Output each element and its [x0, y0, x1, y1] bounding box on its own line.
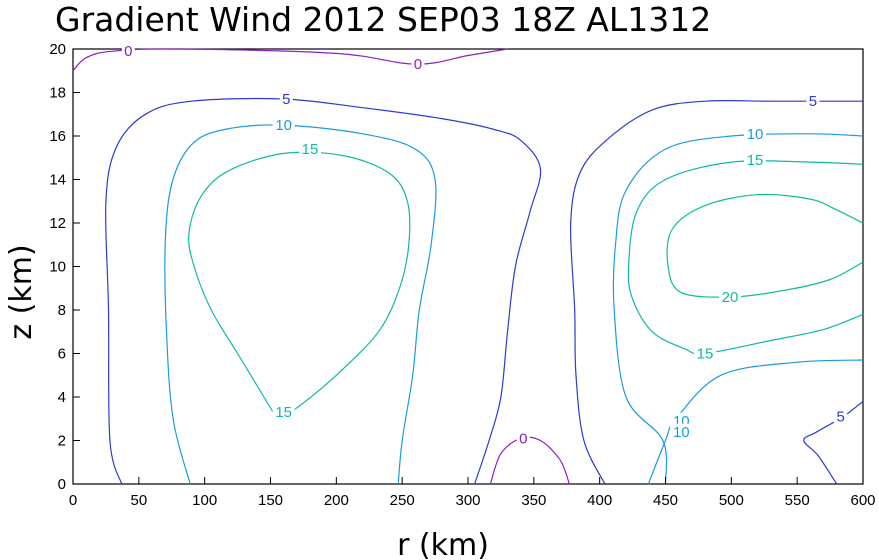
contour-line-0-0: [72, 48, 508, 72]
contour-line-15-8: [188, 151, 411, 420]
chart-title: Gradient Wind 2012 SEP03 18Z AL1312: [55, 0, 711, 39]
contour-line-5-3: [569, 99, 863, 485]
contour-label-bg-11: [744, 151, 767, 168]
x-tick-label-550: 550: [785, 492, 810, 509]
x-tick-label-600: 600: [850, 492, 875, 509]
y-axis-label: z (km): [4, 244, 39, 339]
x-axis-label: r (km): [397, 528, 489, 560]
contour-label-9: 10: [673, 424, 690, 441]
contour-label-13: 15: [697, 346, 714, 363]
y-tick-label-8: 8: [58, 302, 66, 319]
contour-lines: [72, 48, 864, 485]
contour-label-4: 5: [809, 93, 817, 110]
x-tick-label-50: 50: [130, 492, 147, 509]
contour-label-bg-13: [694, 345, 716, 362]
y-tick-label-20: 20: [49, 41, 66, 58]
x-tick-label-300: 300: [455, 492, 480, 509]
y-tick-label-18: 18: [49, 85, 66, 102]
y-tick-label-14: 14: [49, 172, 66, 189]
y-tick-label-2: 2: [58, 433, 66, 450]
contour-label-bg-2: [516, 430, 530, 447]
contour-label-bg-9: [670, 423, 693, 440]
contour-label-12: 15: [275, 404, 292, 421]
plot-frame: [72, 48, 864, 485]
contour-label-11: 15: [747, 152, 764, 169]
contour-label-10: 15: [302, 141, 319, 158]
y-tick-label-4: 4: [58, 389, 66, 406]
contour-label-bg-14: [719, 288, 742, 305]
contour-line-5-4: [803, 400, 864, 485]
y-tick-label-6: 6: [58, 346, 66, 363]
x-tick-label-500: 500: [719, 492, 744, 509]
x-tick-label-200: 200: [324, 492, 349, 509]
y-tick-label-12: 12: [49, 215, 66, 232]
contour-line-15-9: [627, 160, 864, 355]
x-tick-label-150: 150: [258, 492, 283, 509]
contour-line-0-1: [489, 436, 570, 485]
contour-label-0: 0: [124, 43, 132, 60]
x-tick-label-100: 100: [192, 492, 217, 509]
x-tick-label-250: 250: [390, 492, 415, 509]
contour-line-5-2: [105, 97, 542, 485]
x-axis: 0 50 100 150 200 250 300 350 400 450 500 550 600: [69, 477, 876, 509]
contour-line-10-7: [612, 133, 864, 485]
contour-label-bg-6: [272, 117, 295, 134]
contour-label-bg-1: [411, 56, 425, 73]
contour-label-bg-5: [834, 408, 848, 425]
y-tick-label-0: 0: [58, 476, 66, 493]
contour-label-14: 20: [722, 289, 739, 306]
x-tick-label-350: 350: [521, 492, 546, 509]
x-tick-label-450: 450: [653, 492, 678, 509]
y-tick-label-10: 10: [49, 259, 66, 276]
contour-line-10-6: [647, 359, 864, 485]
x-tick-label-0: 0: [69, 492, 77, 509]
contour-label-7: 10: [747, 126, 764, 143]
contour-label-bg-0: [121, 43, 135, 60]
contour-label-6: 10: [275, 117, 292, 134]
contour-label-bg-7: [744, 125, 767, 142]
contour-label-bg-3: [279, 91, 293, 108]
contour-label-bg-4: [806, 93, 820, 110]
contour-label-3: 5: [282, 91, 290, 108]
contour-line-10-5: [164, 124, 437, 485]
y-axis: 0 2 4 6 8 10 12 14 16 18 20: [49, 41, 80, 493]
x-tick-label-400: 400: [587, 492, 612, 509]
contour-label-bg-10: [299, 141, 321, 158]
contour-label-2: 0: [519, 430, 527, 447]
contour-line-20-10: [666, 193, 864, 298]
contour-label-1: 0: [414, 56, 422, 73]
y-tick-label-16: 16: [49, 128, 66, 145]
contour-label-5: 5: [836, 409, 844, 426]
contour-label-bg-12: [272, 404, 295, 421]
